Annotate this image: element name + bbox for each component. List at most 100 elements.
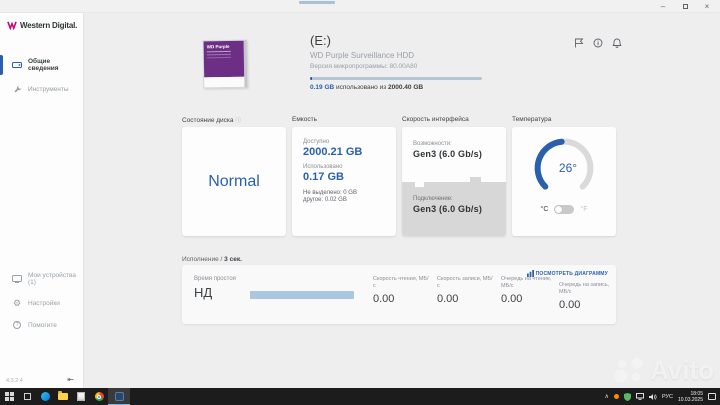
unallocated-note: Не выделено: 0 GB (303, 190, 357, 196)
metric-read-queue: Очередь на чтение, МБ/с 0.00 (501, 276, 552, 305)
antivirus-icon[interactable] (613, 394, 619, 399)
usage-progressbar (310, 77, 482, 80)
window-controls: – × (652, 0, 718, 13)
disk-status-label: Состояние диска ⓘ (182, 116, 242, 125)
sidebar: Western Digital. Общие сведения Инструме… (0, 13, 84, 388)
temperature-gauge: 26° (531, 135, 597, 201)
chart-icon (526, 270, 534, 277)
brand-name: Western Digital. (20, 20, 78, 30)
available-value: 2000.21 GB (303, 146, 363, 158)
clock-time: 18:05 (690, 390, 703, 397)
view-chart-link[interactable]: ПОСМОТРЕТЬ ДИАГРАММУ (526, 270, 608, 277)
firmware-version: Версия микропрограммы: 80.00A80 (310, 63, 418, 70)
temperature-card: 26° °C °F (512, 127, 616, 236)
edge-icon (40, 392, 50, 401)
usage-progress-fill (310, 77, 312, 80)
language-indicator[interactable]: РУС (661, 393, 673, 400)
maximize-button[interactable] (674, 0, 696, 13)
action-center-icon[interactable] (708, 393, 716, 400)
maximize-icon (682, 4, 688, 9)
info-icon[interactable] (592, 37, 604, 49)
sidebar-item-tools[interactable]: Инструменты (0, 78, 83, 100)
sidebar-item-settings[interactable]: ⚙ Настройки (0, 292, 83, 314)
feedback-flag-icon[interactable] (573, 37, 585, 49)
taskbar-wd-dashboard-active[interactable] (108, 388, 130, 405)
capacity-card: Доступно 2000.21 GB Использовано 0.17 GB… (292, 127, 396, 236)
sidebar-collapse-button[interactable]: ⇤ (67, 375, 74, 384)
unit-toggle-row: °C °F (540, 205, 588, 214)
connector-notch (415, 182, 424, 187)
windows-logo-icon (4, 392, 14, 401)
temperature-label: Температура (512, 116, 552, 123)
sidebar-item-label: Инструменты (28, 85, 69, 93)
capability-value: Gen3 (6.0 Gb/s) (413, 149, 483, 159)
performance-bar (250, 291, 354, 299)
page-title: (E:) (310, 33, 331, 48)
overview-icon (12, 60, 22, 70)
taskbar-notes[interactable] (72, 388, 90, 405)
unit-toggle[interactable] (554, 205, 575, 214)
taskbar-file-explorer[interactable] (54, 388, 72, 405)
wd-logo-icon (7, 20, 17, 30)
bell-icon[interactable] (611, 37, 623, 49)
metric-write-speed: Скорость записи, МБ/с 0.00 (437, 276, 493, 305)
idle-block: Время простоя НД (194, 276, 236, 300)
titlebar[interactable]: – × (0, 0, 720, 13)
volume-icon[interactable] (648, 393, 657, 401)
interface-speed-label: Скорость интерфейса (402, 116, 469, 123)
wrench-icon (12, 84, 22, 94)
idle-value: НД (194, 285, 213, 300)
toggle-knob (555, 206, 563, 213)
start-button[interactable] (0, 388, 18, 405)
fahrenheit-label[interactable]: °F (580, 206, 588, 213)
system-tray: ∧ РУС 18:05 10.03.2025 (605, 391, 720, 403)
drive-title-block: (E:) WD Purple Surveillance HDD Версия м… (310, 33, 570, 91)
taskbar-chrome[interactable] (90, 388, 108, 405)
temperature-value: 26° (558, 161, 578, 175)
sidebar-nav-bottom: Мои устройства (1) ⚙ Настройки ? Помогит… (0, 266, 83, 336)
usage-total: 2000.40 GB (388, 84, 424, 91)
sidebar-item-overview[interactable]: Общие сведения (0, 52, 83, 78)
other-note: другое: 0.02 GB (303, 197, 347, 203)
usage-used: 0.19 GB (310, 84, 335, 91)
sidebar-item-help[interactable]: ? Помогите (0, 314, 83, 336)
sidebar-item-label: Помогите (28, 321, 57, 329)
sidebar-item-my-devices[interactable]: Мои устройства (1) (0, 266, 83, 292)
close-button[interactable]: × (704, 2, 710, 11)
clock-date: 10.03.2025 (677, 396, 703, 403)
info-badge-icon[interactable]: ⓘ (235, 118, 242, 124)
connection-label: Подключение: (413, 196, 453, 202)
file-explorer-icon (58, 391, 68, 400)
usage-text: 0.19 GB использовано из 2000.40 GB (310, 84, 570, 91)
taskbar-edge[interactable] (36, 388, 54, 405)
drive-subtitle: WD Purple Surveillance HDD (310, 51, 415, 60)
drive-body: WD Purple (202, 39, 248, 89)
celsius-label[interactable]: °C (540, 206, 549, 213)
interface-capability-section: Возможности: Gen3 (6.0 Gb/s) (402, 127, 506, 181)
chrome-icon (94, 392, 104, 401)
brand: Western Digital. (0, 13, 83, 30)
used-label: Использовано (303, 164, 343, 170)
main-area: WD Purple (E:) WD Purple Surveillance HD… (84, 13, 720, 388)
capability-label: Возможности: (413, 141, 452, 147)
task-view-button[interactable] (18, 388, 36, 405)
connector-tab (470, 177, 481, 182)
sidebar-nav-top: Общие сведения Инструменты (0, 52, 83, 100)
network-icon[interactable] (635, 393, 644, 400)
sidebar-item-label: Настройки (28, 299, 60, 307)
clock[interactable]: 18:05 10.03.2025 (678, 391, 703, 403)
drive-label-sticker: WD Purple (203, 40, 245, 78)
usage-rest: использовано из (334, 84, 389, 91)
disk-status-value: Normal (208, 172, 260, 190)
interface-connection-section: Подключение: Gen3 (6.0 Gb/s) (402, 182, 506, 236)
hidden-icons-caret[interactable]: ∧ (604, 394, 609, 400)
capacity-label: Емкость (292, 116, 317, 123)
task-view-icon (23, 393, 31, 400)
minimize-button[interactable]: – (660, 2, 666, 11)
idle-label: Время простоя (194, 276, 236, 282)
interface-speed-card: Возможности: Gen3 (6.0 Gb/s) Подключение… (402, 127, 506, 236)
titlebar-accent-strip (299, 1, 335, 4)
app-version: 4.3.2.4 (6, 378, 23, 384)
defender-shield-icon[interactable] (623, 392, 631, 401)
